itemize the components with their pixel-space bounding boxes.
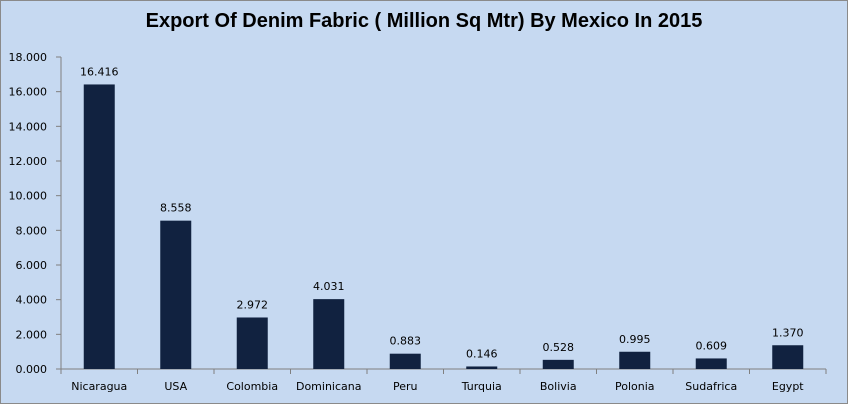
- y-tick-label: 0.000: [16, 363, 48, 376]
- data-label: 0.528: [543, 341, 575, 354]
- y-tick-label: 6.000: [16, 259, 48, 272]
- y-tick-label: 14.000: [9, 120, 48, 133]
- chart-title: Export Of Denim Fabric ( Million Sq Mtr)…: [145, 10, 703, 32]
- x-tick-label: Peru: [393, 380, 418, 393]
- data-labels: 16.416 8.558 2.972 4.031 0.883 0.146 0.528 0.99…: [80, 65, 804, 360]
- data-label: 4.031: [313, 280, 345, 293]
- x-axis: Nicaragua USA Colombia Dominicana Peru Turqui…: [60, 368, 827, 393]
- bar: [772, 345, 804, 369]
- y-tick-label: 4.000: [16, 294, 48, 307]
- bar: [236, 317, 268, 369]
- data-label: 0.146: [466, 347, 498, 360]
- data-label: 2.972: [237, 298, 269, 311]
- y-tick-label: 8.000: [16, 224, 48, 237]
- data-label: 0.609: [696, 339, 728, 352]
- x-tick-label: Egypt: [772, 380, 804, 393]
- x-tick-label: Polonia: [615, 380, 655, 393]
- bar: [466, 366, 498, 369]
- y-tick-label: 12.000: [9, 155, 48, 168]
- x-tick-label: Nicaragua: [71, 380, 127, 393]
- y-tick-label: 10.000: [9, 190, 48, 203]
- data-label: 16.416: [80, 65, 119, 78]
- data-label: 8.558: [160, 202, 192, 215]
- bar: [160, 220, 192, 369]
- bar: [313, 299, 345, 369]
- bar: [695, 358, 727, 369]
- bars: [83, 84, 804, 370]
- x-tick-label: Turquia: [461, 380, 502, 393]
- data-label: 0.883: [390, 335, 422, 348]
- bar: [542, 359, 574, 369]
- x-tick-label: Sudafrica: [685, 380, 737, 393]
- y-tick-label: 16.000: [9, 86, 48, 99]
- y-tick-label: 18.000: [9, 51, 48, 64]
- x-tick-label: Bolivia: [540, 380, 577, 393]
- y-axis: 0.000 2.000 4.000 6.000 8.000 10.000 12.000 14.…: [9, 51, 62, 376]
- data-label: 1.370: [772, 326, 804, 339]
- x-tick-label: Dominicana: [296, 380, 362, 393]
- bar: [83, 84, 115, 370]
- y-tick-label: 2.000: [16, 328, 48, 341]
- x-tick-label: Colombia: [226, 380, 278, 393]
- x-tick-label: USA: [164, 380, 187, 393]
- data-label: 0.995: [619, 333, 651, 346]
- bar: [389, 353, 421, 369]
- bar: [619, 351, 651, 369]
